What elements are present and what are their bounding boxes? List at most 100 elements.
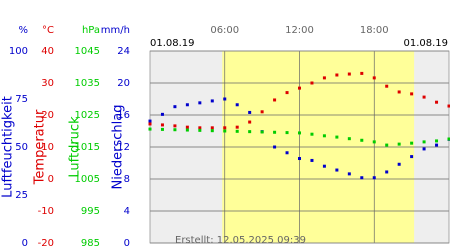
- data-point: [310, 132, 314, 136]
- data-point: [435, 139, 439, 143]
- data-point: [248, 130, 252, 134]
- y-tick-label: -20: [38, 238, 54, 249]
- data-point: [260, 130, 264, 134]
- data-point: [397, 142, 401, 146]
- data-point: [235, 103, 239, 107]
- data-point: [173, 105, 177, 109]
- axis-title: Temperatur: [33, 109, 48, 185]
- data-point: [260, 110, 264, 114]
- x-tick-label: 12:00: [285, 25, 314, 36]
- data-point: [298, 157, 301, 161]
- data-point: [285, 131, 289, 135]
- data-point: [335, 73, 339, 77]
- data-point: [223, 129, 227, 133]
- y-tick-label: 4: [124, 206, 130, 217]
- x-tick-label: 06:00: [210, 25, 239, 36]
- data-point: [210, 99, 214, 103]
- data-point: [435, 100, 439, 104]
- axis-title: Luftfeuchtigkeit: [1, 96, 16, 198]
- data-point: [210, 129, 214, 133]
- data-point: [273, 145, 277, 149]
- data-point: [148, 122, 152, 126]
- y-tick-label: -10: [38, 206, 54, 217]
- axis-unit: mm/h: [101, 25, 130, 36]
- data-point: [435, 143, 439, 147]
- y-tick-label: 100: [9, 46, 28, 57]
- data-point: [372, 176, 376, 180]
- data-point: [335, 168, 339, 172]
- data-point: [360, 138, 364, 142]
- data-point: [322, 76, 326, 80]
- data-point: [198, 128, 202, 132]
- date-right: 01.08.19: [403, 38, 448, 49]
- data-point: [335, 135, 339, 139]
- data-point: [397, 90, 401, 94]
- axis-unit: hPa: [82, 25, 100, 36]
- y-tick-label: 1005: [75, 174, 100, 185]
- y-tick-label: 20: [117, 78, 130, 89]
- data-point: [185, 128, 189, 132]
- y-tick-label: 50: [15, 142, 28, 153]
- data-point: [235, 129, 239, 133]
- data-point: [310, 81, 314, 85]
- data-point: [347, 172, 351, 176]
- data-point: [298, 86, 301, 90]
- y-tick-label: 0: [22, 238, 28, 249]
- data-point: [173, 124, 177, 128]
- data-point: [198, 126, 202, 130]
- data-point: [385, 170, 389, 174]
- y-tick-label: 16: [117, 110, 130, 121]
- data-point: [422, 147, 426, 151]
- axis-unit: %: [18, 25, 28, 36]
- y-tick-label: 985: [81, 238, 100, 249]
- data-point: [347, 72, 351, 76]
- data-point: [410, 155, 414, 159]
- axis-title: Niederschlag: [111, 105, 126, 190]
- y-tick-label: 1025: [75, 110, 100, 121]
- y-tick-label: 40: [41, 46, 54, 57]
- date-left: 01.08.19: [150, 38, 195, 49]
- data-point: [422, 95, 426, 99]
- axis-unit: °C: [42, 25, 54, 36]
- y-tick-label: 1045: [75, 46, 100, 57]
- data-point: [372, 140, 376, 144]
- data-point: [447, 104, 450, 108]
- data-point: [173, 128, 177, 132]
- data-point: [148, 119, 152, 123]
- plot-border: [149, 50, 450, 244]
- x-tick-label: 18:00: [360, 25, 389, 36]
- data-point: [285, 151, 289, 155]
- data-point: [360, 176, 364, 180]
- data-point: [248, 120, 252, 124]
- y-tick-label: 8: [124, 174, 130, 185]
- y-tick-label: 25: [15, 190, 28, 201]
- y-tick-label: 30: [41, 78, 54, 89]
- data-point: [422, 140, 426, 144]
- axis-title: Luftdruck: [68, 116, 83, 178]
- y-tick-label: 20: [41, 110, 54, 121]
- data-point: [385, 84, 389, 88]
- data-point: [210, 126, 214, 130]
- y-tick-label: 10: [41, 142, 54, 153]
- footer: Erstellt: 12.05.2025 09:39: [175, 235, 306, 246]
- data-point: [235, 125, 239, 129]
- data-point: [223, 126, 227, 130]
- data-point: [322, 164, 326, 168]
- y-tick-label: 12: [117, 142, 130, 153]
- data-point: [185, 103, 189, 107]
- data-point: [285, 91, 289, 95]
- data-point: [160, 123, 164, 127]
- y-tick-label: 0: [48, 174, 54, 185]
- data-point: [385, 143, 389, 147]
- y-tick-label: 24: [117, 46, 130, 57]
- data-point: [198, 101, 202, 105]
- data-point: [160, 112, 164, 116]
- data-point: [310, 158, 314, 162]
- y-tick-label: 1035: [75, 78, 100, 89]
- data-point: [248, 110, 252, 114]
- y-tick-label: 0: [124, 238, 130, 249]
- y-tick-label: 1015: [75, 142, 100, 153]
- data-point: [360, 71, 364, 75]
- data-point: [298, 131, 301, 135]
